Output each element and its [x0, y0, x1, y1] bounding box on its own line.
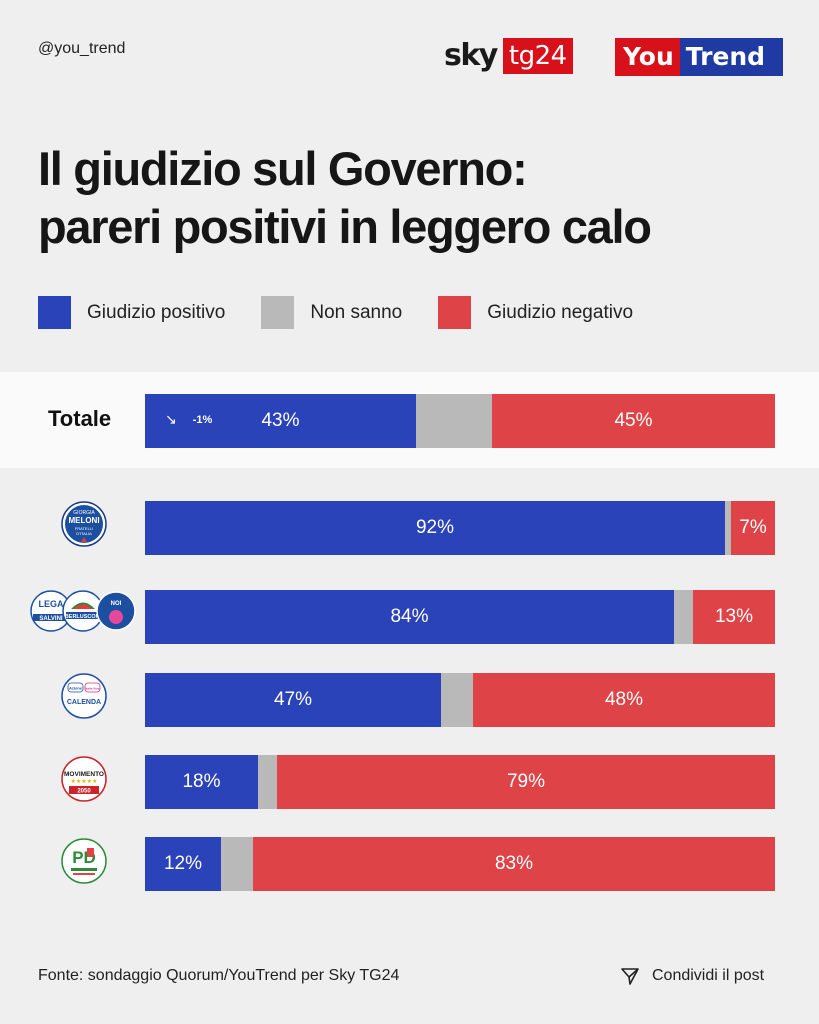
- bar-segment-positive: 43%: [145, 394, 416, 448]
- calenda-logo-text: CALENDA: [67, 699, 101, 706]
- data-label: 48%: [604, 689, 644, 710]
- title-segment: :: [512, 142, 528, 195]
- source-note: Fonte: sondaggio Quorum/YouTrend per Sky…: [38, 967, 400, 984]
- iv-logo-text: Italia Viva: [86, 687, 100, 691]
- bar-row-0: 43% 45% ↘ -1%: [145, 394, 775, 448]
- sky-logo-text: sky: [444, 38, 498, 73]
- legend-swatch-unknown: [261, 296, 295, 329]
- bar-segment-unknown: [221, 837, 253, 891]
- bar-segment-positive: 92%: [145, 501, 725, 555]
- legend-label-negative: Giudizio negativo: [487, 301, 634, 323]
- send-icon: [621, 968, 639, 985]
- bar-segment-unknown: [725, 501, 731, 555]
- title-line-2: pareri positivi in leggero calo: [38, 198, 798, 256]
- data-label: 45%: [614, 410, 653, 431]
- trend-arrow-icon: ↘: [165, 411, 177, 427]
- legend-swatch-positive: [38, 296, 71, 329]
- bar-segment-positive: 18%: [145, 755, 258, 809]
- fdi-logo-sub1: FRATELLI: [75, 526, 93, 531]
- data-label: 43%: [261, 410, 300, 431]
- nm-logo-text: NOI: [111, 601, 122, 607]
- bar-row-2: 84% 13%: [145, 590, 775, 644]
- bar-row-3: 47% 48%: [145, 673, 775, 727]
- handle-text: @you_trend: [38, 40, 126, 57]
- bar-row-1: 92% 7%: [145, 501, 775, 555]
- legend-label-positive: Giudizio positivo: [87, 301, 226, 323]
- azione-iv-logo: Azione Italia Viva CALENDA: [61, 673, 107, 719]
- bar-segment-negative: 45%: [492, 394, 775, 448]
- bar-segment-negative: 13%: [693, 590, 775, 644]
- m5s-logo: MOVIMENTO ★★★★★ 2050: [61, 756, 107, 802]
- bar-segment-unknown: [441, 673, 473, 727]
- bar-segment-positive: 84%: [145, 590, 674, 644]
- legend-item-unknown: Non sanno: [261, 296, 402, 329]
- bar-segment-unknown: [674, 590, 693, 644]
- legend: Giudizio positivo Non sanno Giudizio neg…: [38, 296, 669, 329]
- row-label-total: Totale: [48, 406, 112, 431]
- chart-title: Il giudizio sul Governo: pareri positivi…: [38, 140, 798, 256]
- bar-segment-unknown: [258, 755, 277, 809]
- fdi-logo-main: MELONI: [68, 516, 99, 525]
- bar-segment-positive: 47%: [145, 673, 441, 727]
- title-segment: leggero calo: [389, 200, 652, 253]
- youtrend-logo-you: You: [615, 38, 680, 76]
- data-label: 84%: [390, 606, 429, 627]
- sky-tg24-logo: sky tg24: [444, 38, 573, 74]
- pd-logo: PD: [61, 838, 107, 884]
- cdx-logos: LEGA SALVINI BERLUSCONI NOI: [30, 590, 136, 632]
- title-segment: pareri positivi in: [38, 200, 390, 253]
- fdi-logo-top: GIORGIA: [73, 510, 95, 516]
- title-segment: giudizio sul Governo: [73, 142, 513, 195]
- bar-row-4: 18% 79%: [145, 755, 775, 809]
- bar-segment-unknown: [416, 394, 492, 448]
- legend-label-unknown: Non sanno: [310, 301, 403, 323]
- data-label: 79%: [506, 771, 546, 792]
- legend-item-positive: Giudizio positivo: [38, 296, 225, 329]
- fdi-logo-sub2: D'ITALIA: [76, 531, 92, 536]
- bar-segment-positive: 12%: [145, 837, 221, 891]
- bar-segment-negative: 48%: [473, 673, 775, 727]
- lega-logo-text: LEGA: [38, 599, 64, 609]
- data-label: 83%: [494, 853, 534, 874]
- share-button[interactable]: Condividi il post: [620, 966, 764, 986]
- legend-item-negative: Giudizio negativo: [438, 296, 633, 329]
- fi-logo-text: BERLUSCONI: [65, 614, 102, 620]
- svg-text:★★★★★: ★★★★★: [71, 778, 98, 785]
- share-label: Condividi il post: [652, 967, 765, 984]
- data-label: 47%: [273, 689, 313, 710]
- delta-value: -1%: [192, 413, 213, 426]
- bar-row-5: 12% 83%: [145, 837, 775, 891]
- data-label: 92%: [415, 517, 455, 538]
- youtrend-logo-trend: Trend: [679, 38, 783, 76]
- salvini-logo-text: SALVINI: [39, 616, 63, 622]
- data-label: 13%: [714, 606, 754, 627]
- m5s-logo-year: 2050: [77, 789, 91, 795]
- m5s-logo-text: MOVIMENTO: [64, 771, 104, 778]
- bar-segment-negative: 79%: [277, 755, 775, 809]
- title-line-1: Il giudizio sul Governo:: [38, 140, 798, 198]
- data-label: 18%: [182, 771, 221, 792]
- delta-annotation: ↘ -1%: [165, 411, 212, 428]
- bar-segment-negative: 83%: [253, 837, 775, 891]
- youtrend-logo: You Trend: [615, 38, 783, 76]
- azione-logo-text: Azione: [69, 686, 83, 691]
- bar-segment-negative: 7%: [731, 501, 775, 555]
- data-label: 7%: [739, 517, 767, 538]
- fdi-logo: GIORGIA MELONI FRATELLI D'ITALIA: [61, 501, 107, 547]
- data-label: 12%: [163, 853, 203, 874]
- tg24-logo-text: tg24: [502, 38, 573, 74]
- title-segment: Il: [38, 142, 74, 195]
- legend-swatch-negative: [438, 296, 472, 329]
